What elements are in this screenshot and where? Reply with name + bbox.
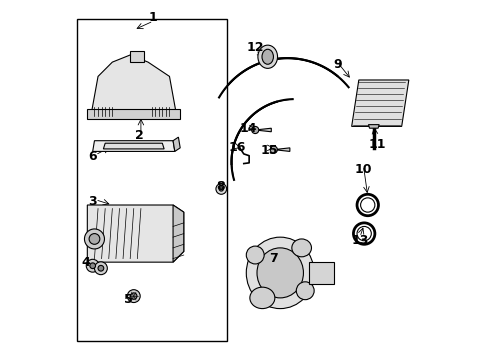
Ellipse shape: [291, 239, 311, 257]
Text: 7: 7: [268, 252, 277, 265]
Circle shape: [94, 262, 107, 275]
Polygon shape: [130, 51, 144, 62]
Text: 14: 14: [239, 122, 256, 135]
Circle shape: [86, 259, 99, 272]
Circle shape: [90, 263, 95, 269]
Ellipse shape: [246, 237, 313, 309]
Text: 10: 10: [354, 163, 371, 176]
Circle shape: [270, 146, 277, 153]
Circle shape: [89, 234, 100, 244]
Ellipse shape: [257, 248, 303, 298]
Text: 4: 4: [81, 256, 90, 269]
Bar: [77, 19, 226, 341]
Text: 16: 16: [228, 141, 245, 154]
Ellipse shape: [257, 45, 277, 68]
Polygon shape: [93, 141, 175, 152]
Circle shape: [219, 187, 223, 191]
Circle shape: [84, 229, 104, 249]
Ellipse shape: [249, 287, 274, 309]
Ellipse shape: [262, 49, 273, 64]
Text: 13: 13: [350, 234, 368, 247]
Text: 5: 5: [124, 293, 133, 306]
Text: 9: 9: [332, 58, 341, 72]
Text: 15: 15: [260, 144, 278, 157]
Polygon shape: [367, 125, 378, 128]
Circle shape: [98, 265, 103, 271]
Text: 3: 3: [88, 195, 97, 208]
Polygon shape: [173, 205, 183, 262]
Polygon shape: [255, 128, 271, 132]
Text: 12: 12: [246, 41, 264, 54]
Polygon shape: [87, 109, 180, 119]
Polygon shape: [91, 55, 176, 116]
Text: 2: 2: [135, 129, 143, 142]
Polygon shape: [173, 137, 180, 152]
Polygon shape: [351, 80, 408, 126]
Polygon shape: [273, 148, 289, 152]
Text: 1: 1: [149, 11, 158, 24]
Circle shape: [251, 126, 258, 134]
Text: 11: 11: [368, 138, 386, 151]
Circle shape: [127, 290, 140, 302]
Polygon shape: [103, 143, 164, 149]
Circle shape: [130, 293, 137, 299]
Text: 8: 8: [216, 180, 224, 193]
Polygon shape: [308, 262, 333, 284]
Ellipse shape: [296, 282, 313, 300]
Text: 6: 6: [88, 150, 97, 163]
Ellipse shape: [246, 246, 264, 264]
Polygon shape: [87, 205, 183, 262]
Circle shape: [216, 184, 226, 194]
